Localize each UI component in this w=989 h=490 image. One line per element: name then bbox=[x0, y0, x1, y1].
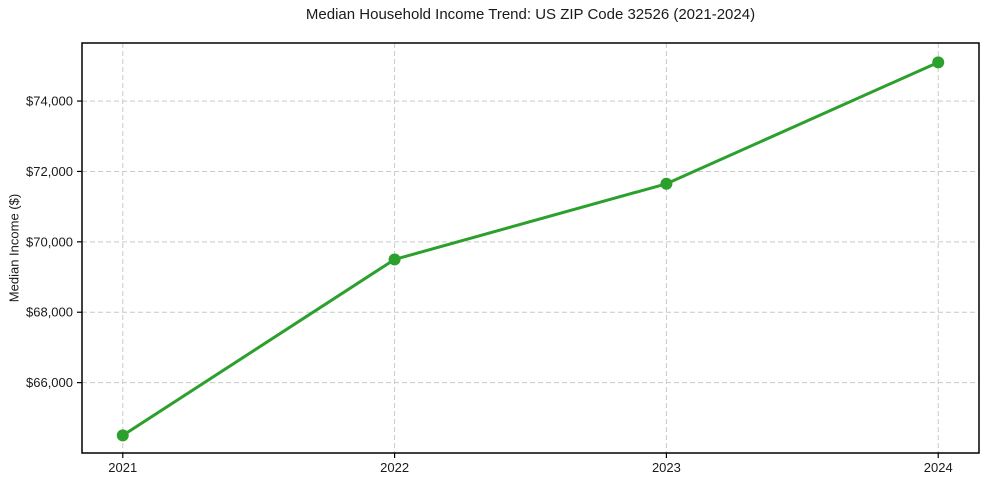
x-tick-label: 2023 bbox=[652, 460, 681, 475]
plot-border bbox=[81, 42, 980, 454]
y-tick-label: $72,000 bbox=[26, 164, 73, 179]
data-point-2021 bbox=[116, 429, 129, 442]
data-point-2022 bbox=[388, 253, 401, 266]
trend-line bbox=[121, 60, 940, 437]
y-tick-label: $70,000 bbox=[26, 234, 73, 249]
x-tick-label: 2024 bbox=[924, 460, 953, 475]
y-tick-label: $68,000 bbox=[26, 305, 73, 320]
data-point-2024 bbox=[932, 56, 945, 69]
x-tick-label: 2022 bbox=[380, 460, 409, 475]
y-tick-label: $66,000 bbox=[26, 375, 73, 390]
data-point-2023 bbox=[660, 177, 673, 190]
chart-title: Median Household Income Trend: US ZIP Co… bbox=[305, 6, 756, 23]
x-tick-label: 2021 bbox=[108, 460, 137, 475]
y-tick-label: $74,000 bbox=[26, 94, 73, 109]
